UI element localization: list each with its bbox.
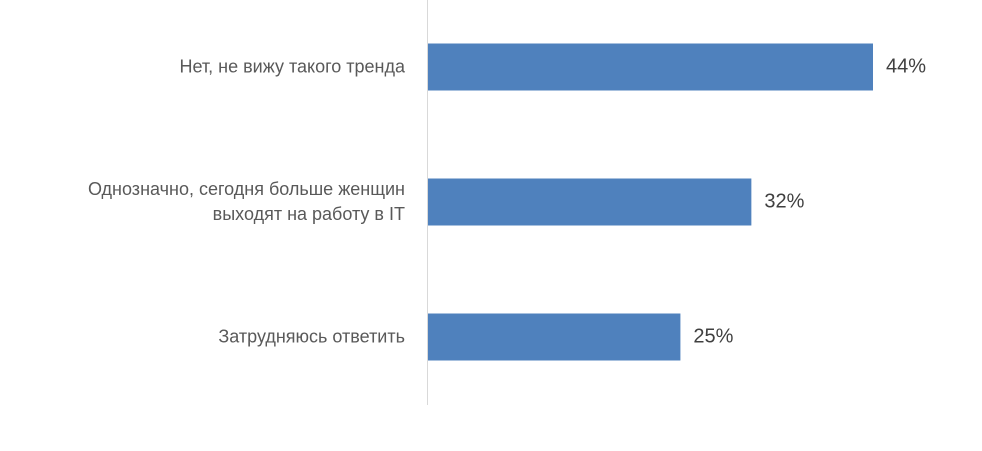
- category-label: Затрудняюсь ответить: [218, 326, 405, 347]
- value-label: 25%: [693, 325, 734, 348]
- bar: [428, 43, 873, 91]
- value-label: 44%: [886, 55, 927, 78]
- value-label: 32%: [764, 190, 805, 213]
- bar: [428, 178, 752, 226]
- category-label: Однозначно, сегодня больше женщин выходя…: [87, 179, 405, 224]
- bar: [428, 313, 681, 361]
- category-label: Нет, не вижу такого тренда: [179, 56, 405, 77]
